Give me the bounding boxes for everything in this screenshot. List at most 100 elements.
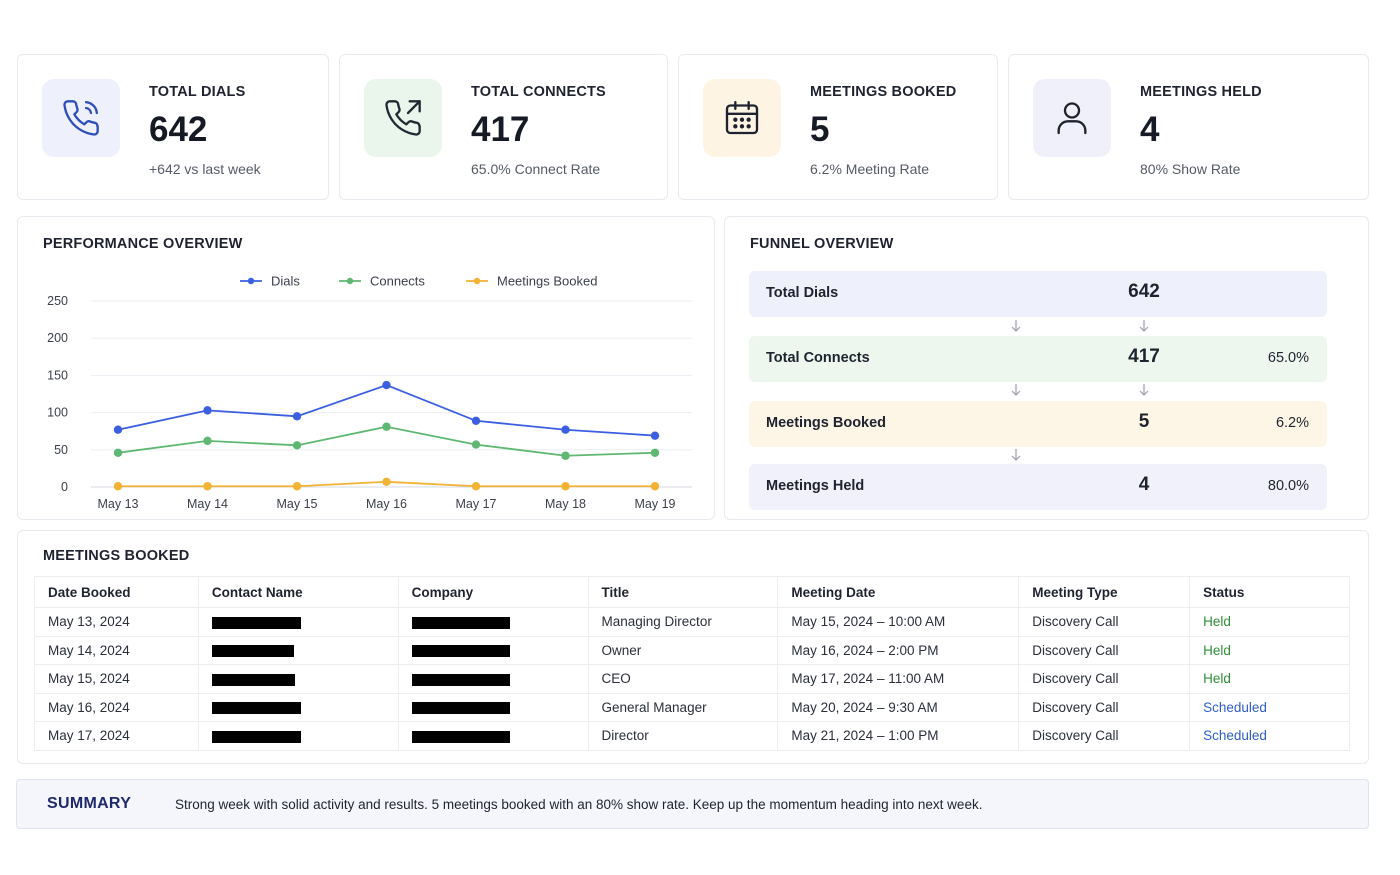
funnel-row-total-connects: Total Connects 417 65.0%	[749, 336, 1327, 382]
table-row: May 13, 2024 Managing Director May 15, 2…	[34, 607, 1350, 637]
funnel-value: 4	[1138, 474, 1150, 495]
data-point	[113, 425, 123, 434]
funnel-row-total-dials: Total Dials 642	[749, 271, 1327, 317]
title-cell: Director	[587, 721, 779, 751]
y-tick-label: 0	[61, 480, 68, 494]
date-booked-cell: May 14, 2024	[34, 635, 199, 665]
x-tick-label: May 14	[187, 497, 228, 511]
contact-name-cell	[197, 664, 399, 694]
redaction-bar	[211, 730, 301, 743]
legend-swatch-dot	[473, 277, 481, 285]
data-point	[292, 412, 302, 421]
x-tick-label: May 16	[366, 497, 407, 511]
legend-swatch-dot	[247, 277, 255, 285]
meeting-type-cell: Discovery Call	[1018, 664, 1191, 694]
status-cell: Scheduled	[1189, 692, 1350, 722]
y-tick-label: 200	[47, 331, 68, 345]
kpi-subtext: 65.0% Connect Rate	[471, 161, 601, 177]
data-point	[203, 436, 212, 446]
contact-name-cell	[197, 692, 399, 722]
meeting-date-cell: May 21, 2024 – 1:00 PM	[777, 721, 1020, 751]
meetings-table: Date Booked Contact Name Company Title M…	[34, 576, 1350, 751]
status-cell: Held	[1189, 635, 1350, 665]
meeting-type-cell: Discovery Call	[1018, 692, 1191, 722]
title-cell: Owner	[587, 635, 779, 665]
redaction-bar	[211, 645, 294, 658]
column-header: Company	[397, 576, 589, 608]
legend-swatch-dot	[346, 277, 354, 285]
section-title: PERFORMANCE OVERVIEW	[43, 236, 243, 252]
user-icon-tile	[1033, 79, 1111, 157]
column-header: Status	[1189, 576, 1350, 608]
column-header: Contact Name	[197, 576, 399, 608]
kpi-value: 4	[1140, 110, 1160, 149]
funnel-label: Total Connects	[766, 350, 870, 366]
kpi-value: 642	[149, 110, 208, 149]
meeting-type-cell: Discovery Call	[1018, 607, 1191, 637]
funnel-value: 5	[1138, 411, 1150, 432]
kpi-subtext: +642 vs last week	[149, 161, 261, 177]
arrow-down-icon	[1139, 384, 1149, 396]
meeting-type-cell: Discovery Call	[1018, 721, 1191, 751]
table-row: May 15, 2024 CEO May 17, 2024 – 11:00 AM…	[34, 664, 1350, 694]
user-icon	[1057, 102, 1087, 135]
table-row: May 16, 2024 General Manager May 20, 202…	[34, 692, 1350, 722]
kpi-label: MEETINGS HELD	[1140, 84, 1262, 100]
redaction-bar	[411, 730, 510, 743]
funnel-row-meetings-booked: Meetings Booked 5 6.2%	[749, 401, 1327, 447]
redaction-bar	[211, 702, 301, 715]
table-header-row: Date Booked Contact Name Company Title M…	[34, 576, 1350, 608]
data-point	[292, 482, 302, 491]
data-point	[471, 482, 481, 491]
redaction-bar	[411, 673, 510, 686]
title-cell: CEO	[587, 664, 779, 694]
performance-overview-panel: PERFORMANCE OVERVIEW 0 50 100 150 200 250 May …	[17, 216, 715, 520]
company-cell	[397, 607, 589, 637]
title-cell: General Manager	[587, 692, 779, 722]
data-point	[650, 431, 660, 440]
contact-name-cell	[197, 607, 399, 637]
date-booked-cell: May 15, 2024	[34, 664, 199, 694]
data-point	[203, 406, 212, 415]
data-point	[561, 451, 570, 460]
calendar-icon-tile	[703, 79, 781, 157]
funnel-value: 642	[1128, 281, 1160, 302]
y-tick-label: 250	[47, 294, 68, 308]
funnel-rate: 80.0%	[1267, 478, 1309, 494]
kpi-label: MEETINGS BOOKED	[810, 84, 957, 100]
data-point	[382, 477, 391, 486]
phone-outgoing-icon	[385, 100, 421, 136]
summary-bar: SUMMARY Strong week with solid activity …	[16, 779, 1369, 829]
summary-text: Strong week with solid activity and resu…	[175, 797, 983, 812]
status-cell: Held	[1189, 664, 1350, 694]
y-tick-label: 100	[47, 406, 68, 420]
arrow-down-icon	[1011, 449, 1021, 461]
kpi-label: TOTAL DIALS	[149, 84, 246, 100]
calendar-icon	[725, 101, 759, 135]
y-tick-label: 50	[54, 443, 68, 457]
contact-name-cell	[197, 721, 399, 751]
kpi-card-total-connects: TOTAL CONNECTS 417 65.0% Connect Rate	[339, 54, 668, 200]
company-cell	[397, 664, 589, 694]
kpi-card-total-dials: TOTAL DIALS 642 +642 vs last week	[17, 54, 329, 200]
data-point	[292, 441, 302, 450]
company-cell	[397, 692, 589, 722]
x-tick-label: May 18	[545, 497, 586, 511]
funnel-label: Meetings Booked	[766, 415, 887, 431]
kpi-label: TOTAL CONNECTS	[471, 84, 606, 100]
kpi-card-meetings-held: MEETINGS HELD 4 80% Show Rate	[1008, 54, 1369, 200]
column-header: Title	[587, 576, 779, 608]
data-point	[382, 380, 391, 390]
legend-label: Meetings Booked	[497, 274, 597, 289]
x-tick-label: May 15	[277, 497, 318, 511]
x-tick-label: May 13	[98, 497, 139, 511]
data-point	[650, 448, 660, 457]
title-cell: Managing Director	[587, 607, 779, 637]
data-point	[382, 422, 391, 431]
kpi-value: 417	[471, 110, 530, 149]
data-point	[113, 482, 123, 491]
kpi-subtext: 6.2% Meeting Rate	[810, 161, 930, 177]
redaction-bar	[211, 673, 295, 686]
x-tick-label: May 19	[635, 497, 676, 511]
funnel-overview-panel: FUNNEL OVERVIEW Total Dials 642 Total Co…	[724, 216, 1369, 520]
